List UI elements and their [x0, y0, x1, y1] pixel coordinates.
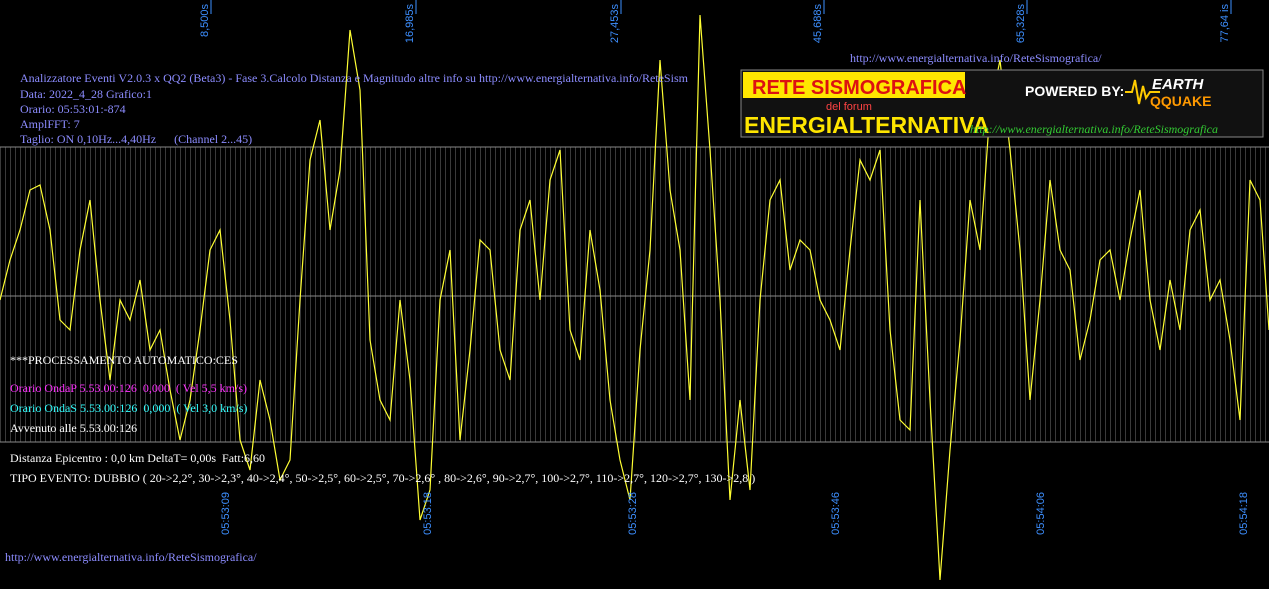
- grid-band: [0, 147, 1269, 442]
- bottom-url: http://www.energialternativa.info/ReteSi…: [5, 550, 257, 564]
- bottom-time-label: 05:53:18: [422, 492, 434, 535]
- bottom-time-label: 05:53:46: [830, 492, 842, 535]
- header-line: AmplFFT: 7: [20, 117, 80, 131]
- header-line: Data: 2022_4_28 Grafico:1: [20, 87, 152, 101]
- waveform: [0, 14, 1269, 581]
- logo-powered: POWERED BY:: [1025, 83, 1124, 99]
- top-time-label: 45,688s: [812, 4, 824, 44]
- processing: ***PROCESSAMENTO AUTOMATICO:CES Orario O…: [10, 353, 755, 485]
- top-time-label: 65,328s: [1015, 4, 1027, 44]
- bottom-time-label: 05:54:06: [1035, 492, 1047, 535]
- top-time-label: 16,985s: [404, 4, 416, 44]
- proc-header: ***PROCESSAMENTO AUTOMATICO:CES: [10, 353, 238, 367]
- bottom-time-label: 05:53:09: [220, 492, 232, 535]
- bottom-time-label: 05:54:18: [1238, 492, 1250, 535]
- logo-title: RETE SISMOGRAFICA: [752, 77, 966, 99]
- logo-quake: QQUAKE: [1150, 93, 1211, 109]
- header-line: Taglio: ON 0,10Hz...4,40Hz (Channel 2...…: [20, 132, 252, 146]
- top-time-label: 8,500s: [199, 4, 211, 38]
- logo-url: http://www.energialternativa.info/ReteSi…: [970, 122, 1218, 136]
- onda-p: Orario OndaP 5.53.00:126 0,000 ( Vel 5,5…: [10, 381, 247, 395]
- logo-earth: EARTH: [1152, 76, 1205, 93]
- onda-s: Orario OndaS 5.53.00:126 0,000 ( Vel 3,0…: [10, 401, 247, 415]
- time-labels: 8,500s 16,985s 27,453s 45,688s 65,328s 77,64 …: [199, 0, 1250, 535]
- distanza: Distanza Epicentro : 0,0 km DeltaT= 0,00…: [10, 451, 265, 465]
- top-url: http://www.energialternativa.info/ReteSi…: [850, 51, 1102, 65]
- header-line: Analizzatore Eventi V2.0.3 x QQ2 (Beta3)…: [20, 71, 689, 85]
- top-time-label: 27,453s: [609, 4, 621, 44]
- top-time-label: 77,64 is: [1219, 4, 1231, 43]
- header-info: Analizzatore Eventi V2.0.3 x QQ2 (Beta3)…: [20, 71, 689, 146]
- logo-brand: ENERGIALTERNATIVA: [744, 112, 989, 138]
- header-line: Orario: 05:53:01:-874: [20, 102, 126, 116]
- logo-icon: [1125, 79, 1160, 105]
- logo: RETE SISMOGRAFICA del forum ENERGIALTERN…: [740, 69, 1264, 138]
- avvenuto: Avvenuto alle 5.53.00:126: [10, 421, 137, 435]
- logo-subtitle: del forum: [826, 101, 872, 113]
- bottom-time-label: 05:53:28: [627, 492, 639, 535]
- logo-banner: [743, 72, 965, 98]
- tipo-evento: TIPO EVENTO: DUBBIO ( 20->2,2°, 30->2,3°…: [10, 471, 755, 485]
